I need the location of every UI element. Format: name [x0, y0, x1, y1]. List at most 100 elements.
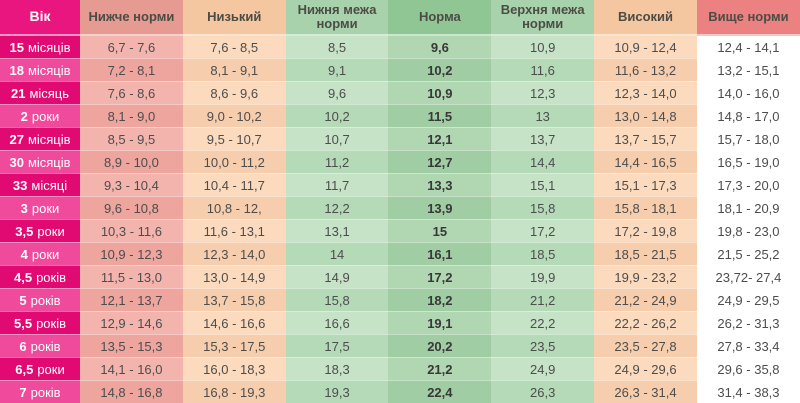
cell-lower-limit: 14 — [285, 242, 389, 265]
cell-below-norm: 10,3 - 11,6 — [80, 219, 183, 242]
cell-lower-limit: 8,5 — [285, 36, 389, 58]
cell-below-norm: 9,3 - 10,4 — [80, 173, 183, 196]
table-row: 2 роки 8,1 - 9,0 9,0 - 10,2 10,2 11,5 13 … — [0, 104, 800, 127]
table-row: 30 місяців 8,9 - 10,0 10,0 - 11,2 11,2 12… — [0, 150, 800, 173]
table-row: 3,5 роки 10,3 - 11,6 11,6 - 13,1 13,1 15 … — [0, 219, 800, 242]
cell-high: 14,4 - 16,5 — [594, 150, 697, 173]
cell-age: 6,5 роки — [0, 357, 81, 380]
cell-above-norm: 24,9 - 29,5 — [696, 288, 800, 311]
cell-age: 6 років — [0, 334, 81, 357]
table-row: 27 місяців 8,5 - 9,5 9,5 - 10,7 10,7 12,1… — [0, 127, 800, 150]
cell-high: 23,5 - 27,8 — [594, 334, 697, 357]
cell-upper-limit: 14,4 — [491, 150, 595, 173]
cell-lower-limit: 17,5 — [285, 334, 389, 357]
cell-upper-limit: 12,3 — [491, 81, 595, 104]
age-number: 18 — [9, 62, 24, 78]
cell-lower-limit: 9,1 — [285, 58, 389, 81]
cell-age: 3,5 роки — [0, 219, 81, 242]
cell-age: 21 місяць — [0, 81, 81, 104]
cell-upper-limit: 21,2 — [491, 288, 595, 311]
cell-below-norm: 8,5 - 9,5 — [80, 127, 183, 150]
age-number: 33 — [12, 177, 28, 193]
column-header-upper-limit: Верхня межа норми — [491, 0, 595, 36]
cell-below-norm: 11,5 - 13,0 — [80, 265, 183, 288]
cell-age: 7 років — [0, 380, 81, 403]
cell-above-norm: 12,4 - 14,1 — [717, 39, 780, 55]
cell-upper-limit: 17,2 — [491, 219, 595, 242]
cell-age: 4,5 років — [0, 265, 81, 288]
cell-high: 22,2 - 26,2 — [594, 311, 697, 334]
age-unit: роки — [31, 200, 60, 216]
cell-above-norm: 17,3 - 20,0 — [696, 173, 800, 196]
cell-norm: 18,2 — [388, 288, 492, 311]
age-number: 6 — [19, 338, 27, 354]
age-number: 3,5 — [15, 223, 34, 239]
cell-high: 15,1 - 17,3 — [594, 173, 697, 196]
cell-upper-limit: 18,5 — [491, 242, 595, 265]
cell-high: 24,9 - 29,6 — [594, 357, 697, 380]
cell-low: 7,6 - 8,5 — [182, 36, 286, 58]
cell-high: 11,6 - 13,2 — [594, 58, 697, 81]
cell-lower-limit: 13,1 — [285, 219, 389, 242]
cell-norm: 20,2 — [388, 334, 492, 357]
cell-low: 16,8 - 19,3 — [182, 380, 286, 403]
cell-high: 13,0 - 14,8 — [594, 104, 697, 127]
age-unit: років — [36, 269, 67, 285]
table-row: 3 роки 9,6 - 10,8 10,8 - 12, 12,2 13,9 15… — [0, 196, 800, 219]
cell-age: 3 роки — [0, 196, 81, 219]
column-header-low: Низький — [182, 0, 286, 36]
cell-lower-limit: 16,6 — [285, 311, 389, 334]
cell-norm: 10,2 — [388, 58, 492, 81]
cell-high: 13,7 - 15,7 — [594, 127, 697, 150]
age-unit: роки — [31, 108, 60, 124]
cell-low: 13,7 - 15,8 — [182, 288, 286, 311]
cell-low: 10,4 - 11,7 — [182, 173, 286, 196]
table-row: 18 місяців 7,2 - 8,1 8,1 - 9,1 9,1 10,2 1… — [0, 58, 800, 81]
cell-above-norm: 13,2 - 15,1 — [696, 58, 800, 81]
cell-lower-limit: 15,8 — [285, 288, 389, 311]
cell-age: 5,5 років — [0, 311, 81, 334]
cell-above-norm: 29,6 - 35,8 — [696, 357, 800, 380]
cell-below-norm: 9,6 - 10,8 — [80, 196, 183, 219]
age-unit: місяців — [27, 62, 71, 78]
table-row: 21 місяць 7,6 - 8,6 8,6 - 9,6 9,6 10,9 12… — [0, 81, 800, 104]
age-number: 6,5 — [15, 361, 34, 377]
cell-lower-limit: 11,2 — [285, 150, 389, 173]
cell-below-norm: 8,1 - 9,0 — [80, 104, 183, 127]
cell-above-norm: 16,5 - 19,0 — [696, 150, 800, 173]
cell-lower-limit: 14,9 — [285, 265, 389, 288]
cell-age: 27 місяців — [0, 127, 81, 150]
cell-norm: 19,1 — [388, 311, 492, 334]
cell-norm: 13,9 — [388, 196, 492, 219]
cell-low: 8,1 - 9,1 — [182, 58, 286, 81]
cell-lower-limit: 18,3 — [285, 357, 389, 380]
cell-high: 26,3 - 31,4 — [594, 380, 697, 403]
cell-norm: 21,2 — [388, 357, 492, 380]
cell-below-norm: 6,7 - 7,6 — [80, 36, 183, 58]
age-unit: місяці — [31, 177, 68, 193]
cell-low: 9,5 - 10,7 — [182, 127, 286, 150]
age-number: 2 — [20, 108, 28, 124]
table-row: 6 років 13,5 - 15,3 15,3 - 17,5 17,5 20,2… — [0, 334, 800, 357]
cell-below-norm: 14,1 - 16,0 — [80, 357, 183, 380]
cell-below-norm: 10,9 - 12,3 — [80, 242, 183, 265]
cell-lower-limit: 10,2 — [285, 104, 389, 127]
cell-low: 8,6 - 9,6 — [182, 81, 286, 104]
cell-norm: 9,6 — [388, 36, 492, 58]
cell-below-norm: 12,9 - 14,6 — [80, 311, 183, 334]
cell-age: 5 років — [0, 288, 81, 311]
table-row: 5,5 років 12,9 - 14,6 14,6 - 16,6 16,6 19… — [0, 311, 800, 334]
cell-below-norm: 7,2 - 8,1 — [80, 58, 183, 81]
cell-age: 33 місяці — [0, 173, 81, 196]
cell-low: 16,0 - 18,3 — [182, 357, 286, 380]
cell-low: 13,0 - 14,9 — [182, 265, 286, 288]
cell-high: 10,9 - 12,4 — [594, 36, 697, 58]
cell-upper-limit: 23,5 — [491, 334, 595, 357]
cell-below-norm: 14,8 - 16,8 — [80, 380, 183, 403]
age-unit: роки — [37, 361, 65, 377]
cell-high: 21,2 - 24,9 — [594, 288, 697, 311]
cell-below-norm: 12,1 - 13,7 — [80, 288, 183, 311]
cell-above-norm: 26,2 - 31,3 — [696, 311, 800, 334]
cell-below-norm: 13,5 - 15,3 — [80, 334, 183, 357]
cell-above-norm: 31,4 - 38,3 — [696, 380, 800, 403]
